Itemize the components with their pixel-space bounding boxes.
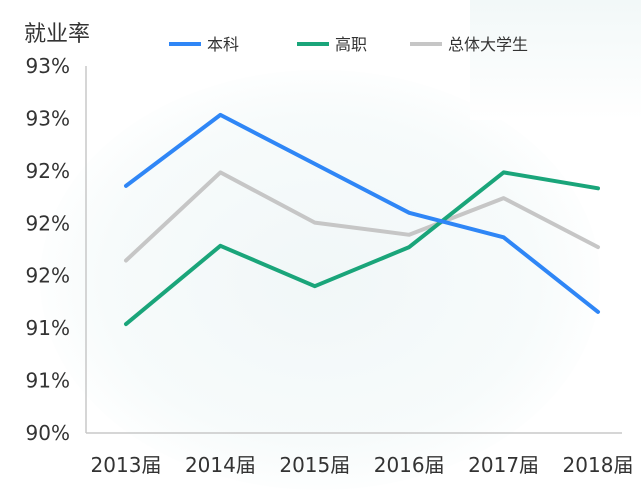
y-axis-label: 就业率 [24, 22, 90, 47]
x-axis-ticks: 2013届 2014届 2015届 2016届 2017届 2018届 [91, 453, 634, 477]
y-axis-ticks: 90% 91% 91% 92% 92% 92% 93% 93% [26, 54, 70, 445]
y-tick-label: 90% [26, 421, 70, 445]
x-tick-label: 2017届 [468, 453, 539, 477]
legend-label-gaozhi: 高职 [335, 35, 367, 54]
background-decoration [40, 70, 600, 490]
x-tick-label: 2015届 [279, 453, 350, 477]
x-tick-label: 2018届 [563, 453, 634, 477]
y-tick-label: 93% [26, 106, 70, 130]
background-corner-decoration [470, 0, 641, 120]
x-tick-label: 2013届 [91, 453, 162, 477]
series-line-zongti [124, 170, 600, 263]
series-line-gaozhi [124, 170, 600, 327]
y-tick-label: 92% [26, 264, 70, 288]
y-tick-label: 92% [26, 211, 70, 235]
x-tick-label: 2016届 [374, 453, 445, 477]
y-tick-label: 92% [26, 159, 70, 183]
x-tick-label: 2014届 [185, 453, 256, 477]
y-tick-label: 91% [26, 369, 70, 393]
y-tick-label: 91% [26, 316, 70, 340]
legend-label-benke: 本科 [207, 35, 239, 54]
series-lines [124, 112, 600, 327]
legend-label-zongti: 总体大学生 [448, 35, 528, 54]
series-line-benke [124, 112, 600, 314]
legend: 本科 高职 总体大学生 [169, 35, 528, 54]
y-tick-label: 93% [26, 54, 70, 78]
